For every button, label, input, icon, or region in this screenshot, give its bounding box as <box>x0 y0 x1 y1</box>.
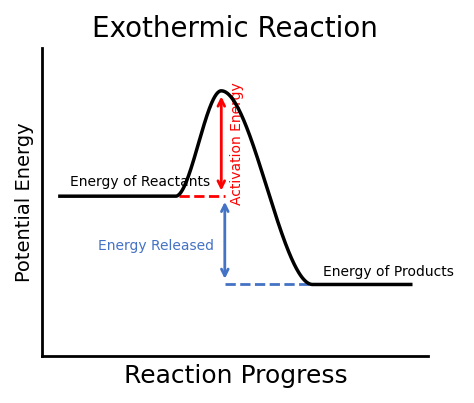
Y-axis label: Potential Energy: Potential Energy <box>15 122 34 282</box>
X-axis label: Reaction Progress: Reaction Progress <box>124 364 347 388</box>
Text: Energy of Reactants: Energy of Reactants <box>71 175 210 189</box>
Text: Energy Released: Energy Released <box>98 239 214 253</box>
Text: Activation Energy: Activation Energy <box>230 82 244 205</box>
Title: Exothermic Reaction: Exothermic Reaction <box>92 15 378 43</box>
Text: Energy of Products: Energy of Products <box>323 265 454 279</box>
